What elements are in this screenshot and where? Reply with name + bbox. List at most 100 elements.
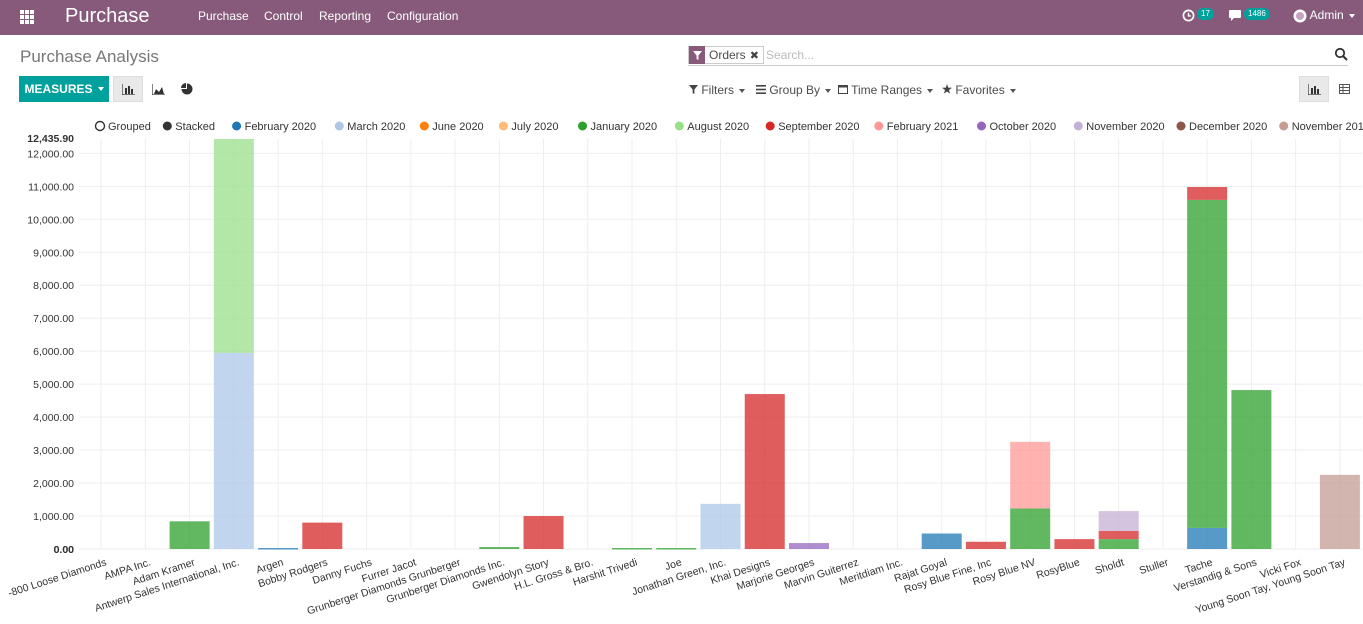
search-bar: Orders ✖ <box>688 44 1348 66</box>
activities-badge: 17 <box>1197 8 1214 20</box>
bar-segment <box>700 503 741 549</box>
legend-swatch <box>498 121 508 131</box>
y-axis: 0.00 1,000.00 2,000.00 3,000.00 4,000.00 5,00… <box>27 133 74 556</box>
chart-bars <box>169 138 1360 550</box>
caret-down-icon <box>739 88 746 93</box>
bar-segment <box>612 548 653 550</box>
y-tick-label: 9,000.00 <box>33 247 74 259</box>
bar-segment <box>479 547 520 549</box>
legend-stacked-label: Stacked <box>175 121 215 133</box>
legend-label: August 2020 <box>687 121 749 133</box>
caret-down-icon <box>97 87 104 91</box>
menu-reporting[interactable]: Reporting <box>319 9 372 23</box>
legend-label: September 2020 <box>778 121 859 133</box>
y-tick-label: 1,000.00 <box>33 511 74 523</box>
chart-legend: Grouped Stacked February 2020 March 2020 Jun… <box>94 120 1363 133</box>
legend-swatch <box>765 121 775 131</box>
y-tick-label: 4,000.00 <box>33 412 74 424</box>
apps-menu-icon[interactable] <box>20 10 34 24</box>
x-category-label: -800 Loose Diamonds <box>7 556 108 599</box>
timeranges-dropdown[interactable]: Time Ranges <box>838 83 934 97</box>
legend-label: July 2020 <box>511 121 558 133</box>
legend-swatch <box>578 121 587 131</box>
pie-chart-button[interactable] <box>172 76 202 102</box>
y-tick-label: 8,000.00 <box>33 280 74 292</box>
y-tick-label: 6,000.00 <box>33 346 74 358</box>
bar-chart-icon <box>121 83 135 95</box>
caret-down-icon <box>1009 88 1016 93</box>
chart-grid <box>79 139 1362 550</box>
y-tick-label: 5,000.00 <box>33 379 74 391</box>
top-navbar: Purchase Purchase Control Reporting Conf… <box>0 0 1363 35</box>
measures-button[interactable]: MEASURES <box>19 76 109 102</box>
legend-grouped-icon <box>94 120 106 132</box>
activities-button[interactable]: 17 <box>1182 8 1214 22</box>
bar-segment <box>1098 539 1139 549</box>
x-category-label: Sholdt <box>1094 556 1126 577</box>
facet-value: Orders <box>709 48 746 62</box>
menu-control[interactable]: Control <box>264 9 303 23</box>
bar-chart-button[interactable] <box>113 76 143 102</box>
bar-chart-icon <box>1307 83 1321 95</box>
avatar-icon <box>1293 9 1307 23</box>
timeranges-label: Time Ranges <box>851 83 923 97</box>
graph-view-button[interactable] <box>1299 76 1329 102</box>
legend-swatch <box>1176 121 1186 131</box>
groupby-label: Group By <box>769 83 821 97</box>
bar-segment <box>744 394 785 549</box>
y-tick-label: 2,000.00 <box>33 478 74 490</box>
clock-icon <box>1182 9 1195 22</box>
legend-stacked-icon <box>162 121 172 131</box>
legend-label: February 2020 <box>245 121 317 133</box>
search-input[interactable] <box>764 47 1324 63</box>
pivot-view-button[interactable] <box>1329 76 1359 102</box>
menu-configuration[interactable]: Configuration <box>387 9 459 23</box>
bar-segment <box>169 521 210 549</box>
legend-swatch <box>1073 121 1083 131</box>
favorites-label: Favorites <box>955 83 1005 97</box>
bar-segment <box>1010 508 1051 549</box>
legend-label: December 2020 <box>1189 121 1267 133</box>
table-icon <box>1338 84 1350 94</box>
remove-facet-icon[interactable]: ✖ <box>749 49 759 62</box>
menu-purchase[interactable]: Purchase <box>198 9 249 23</box>
bar-segment <box>1319 474 1360 549</box>
bar-segment <box>1187 186 1228 200</box>
legend-label: November 2020 <box>1086 121 1164 133</box>
legend-swatch <box>419 121 429 131</box>
legend-label: January 2020 <box>591 121 658 133</box>
bar-segment <box>1187 199 1228 528</box>
favorites-dropdown[interactable]: Favorites <box>942 83 1016 97</box>
y-tick-label: 10,000.00 <box>27 214 74 226</box>
bar-segment <box>1098 530 1139 540</box>
list-icon <box>756 85 766 94</box>
y-tick-label: 12,000.00 <box>27 148 74 160</box>
legend-label: March 2020 <box>347 121 405 133</box>
bar-segment <box>1098 511 1139 531</box>
bar-segment <box>1054 539 1095 549</box>
measures-label: MEASURES <box>24 82 93 96</box>
bar-segment <box>788 543 829 549</box>
bar-segment <box>258 548 299 550</box>
legend-swatch <box>874 121 884 131</box>
filters-label: Filters <box>701 83 735 97</box>
legend-swatch <box>334 121 344 131</box>
search-icon[interactable] <box>1334 47 1348 61</box>
user-menu[interactable]: Admin <box>1293 8 1355 23</box>
groupby-dropdown[interactable]: Group By <box>756 83 832 97</box>
legend-swatch <box>674 121 684 131</box>
y-tick-label: 7,000.00 <box>33 313 74 325</box>
bar-segment <box>1231 390 1272 549</box>
x-category-label: Stuller <box>1138 556 1170 577</box>
page-title: Purchase Analysis <box>20 47 159 66</box>
bar-segment <box>213 352 254 549</box>
filters-dropdown[interactable]: Filters <box>689 83 746 97</box>
line-chart-button[interactable] <box>143 76 173 102</box>
bar-segment <box>213 138 254 353</box>
messages-button[interactable]: 1486 <box>1228 8 1270 22</box>
app-brand[interactable]: Purchase <box>65 5 150 27</box>
bar-segment <box>302 522 343 549</box>
filter-icon <box>689 46 705 64</box>
area-chart-icon <box>151 83 165 95</box>
